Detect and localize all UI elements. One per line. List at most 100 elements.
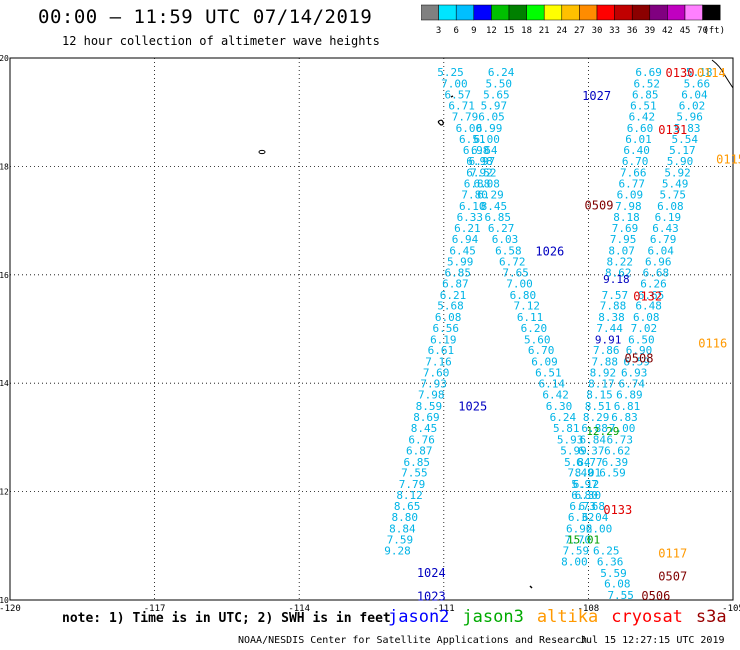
wave-height-value: 5.83 xyxy=(674,122,701,135)
wave-height-value: 5.49 xyxy=(662,178,689,191)
wave-height-value: 5.17 xyxy=(669,144,696,157)
wave-height-value: 7.00 xyxy=(506,277,533,290)
y-tick-label: 12 xyxy=(0,488,9,497)
plot-frame xyxy=(9,57,734,601)
wave-height-value: 5.97 xyxy=(481,100,508,113)
wave-height-value: 7.60 xyxy=(423,366,450,379)
wave-height-value: 5.60 xyxy=(524,333,551,346)
wave-height-value: 6.33 xyxy=(457,211,484,224)
wave-height-value: 5.84 xyxy=(564,456,591,469)
wave-height-value: 9.91 xyxy=(595,333,622,346)
wave-height-value: 6.27 xyxy=(488,222,515,235)
wave-height-value: 7.88 xyxy=(592,356,619,369)
wave-height-value: 7.02 xyxy=(631,322,658,335)
wave-height-value: 7.88 xyxy=(600,300,627,313)
wave-height-value: 8.29 xyxy=(583,411,610,424)
wave-height-value: 7.44 xyxy=(596,322,623,335)
wave-height-value: 8.18 xyxy=(613,211,640,224)
wave-height-value: 6.04 xyxy=(681,88,708,101)
wave-height-value: 6.12 xyxy=(573,478,600,491)
colorbar-tick-label: 9 xyxy=(471,26,476,36)
wave-height-value: 8.69 xyxy=(413,411,440,424)
wave-height-value: 5.18 xyxy=(686,66,713,79)
wave-height-value: 5.90 xyxy=(667,155,694,168)
wave-height-value: 7.65 xyxy=(502,267,529,280)
pass-time-label: 0507 xyxy=(658,570,687,584)
wave-height-value: 6.80 xyxy=(571,489,598,502)
units-note: note: 1) Time is in UTC; 2) SWH is in fe… xyxy=(62,611,391,626)
wave-height-value: 9.18 xyxy=(603,273,630,286)
pass-time-label: 0116 xyxy=(698,337,727,351)
wave-height-value: 6.74 xyxy=(619,378,646,391)
colorbar-tick-label: 6 xyxy=(453,26,458,36)
wave-height-value: 6.52 xyxy=(633,77,660,90)
wave-height-value: 7.59 xyxy=(387,533,414,546)
wave-height-value: 6.03 xyxy=(492,233,519,246)
wave-height-value: 6.30 xyxy=(546,400,573,413)
wave-height-value: 6.72 xyxy=(499,255,526,268)
coastline-shape xyxy=(711,59,734,89)
wave-height-value: 7.57 xyxy=(602,289,629,302)
wave-height-value: 7.55 xyxy=(607,589,634,602)
chart-subtitle: 12 hour collection of altimeter wave hei… xyxy=(62,34,380,48)
wave-height-value: 6.90 xyxy=(626,344,653,357)
wave-height-value: 7.55 xyxy=(401,467,428,480)
island-shape xyxy=(450,95,454,98)
wave-height-value: 8.51 xyxy=(585,400,612,413)
wave-height-value: 7.98 xyxy=(615,200,642,213)
wave-height-value: 6.97 xyxy=(469,155,496,168)
wave-height-value: 6.24 xyxy=(550,411,577,424)
wave-height-value: 6.56 xyxy=(432,322,459,335)
wave-height-value: 7.66 xyxy=(620,166,647,179)
wave-height-value: 6.14 xyxy=(539,378,566,391)
wave-height-value: 6.92 xyxy=(466,166,493,179)
wave-height-value: 6.85 xyxy=(485,211,512,224)
wave-height-value: 6.85 xyxy=(404,456,431,469)
wave-height-value: 8.17 xyxy=(588,378,615,391)
wave-height-value: 6.51 xyxy=(459,133,486,146)
wave-height-value: 8.45 xyxy=(481,200,508,213)
chart-title: 00:00 – 11:59 UTC 07/14/2019 xyxy=(38,6,373,28)
pass-time-label: 1026 xyxy=(535,244,564,258)
wave-height-value: 6.81 xyxy=(614,400,641,413)
wave-height-value: 6.50 xyxy=(628,333,655,346)
colorbar-tick-label: 70 xyxy=(697,26,708,36)
wave-height-value: 6.24 xyxy=(488,66,515,79)
wave-height-value: 6.11 xyxy=(517,311,544,324)
wave-height-value: 6.98 xyxy=(466,155,493,168)
wave-height-value: 8.00 xyxy=(561,556,588,569)
wave-height-value: 5.93 xyxy=(557,434,584,447)
wave-height-value: 6.32 xyxy=(568,511,595,524)
wave-height-value: 5.59 xyxy=(600,567,627,580)
colorbar-tick-label: 30 xyxy=(592,26,603,36)
colorbar-tick-label: 45 xyxy=(680,26,691,36)
wave-height-value: 6.93 xyxy=(621,366,648,379)
wave-height-value: 6.60 xyxy=(627,122,654,135)
wave-height-value: 6.43 xyxy=(652,222,679,235)
colorbar-tick-label: 33 xyxy=(609,26,620,36)
wave-height-value: 8.38 xyxy=(598,311,625,324)
wave-height-value: 6.85 xyxy=(632,88,659,101)
wave-height-value: 5.81 xyxy=(553,422,580,435)
wave-height-value: 8.07 xyxy=(608,244,635,257)
wave-height-value: 6.00 xyxy=(586,522,613,535)
wave-height-value: 6.68 xyxy=(643,267,670,280)
wave-height-value: 7.00 xyxy=(441,77,468,90)
wave-height-value: 6.83 xyxy=(611,411,638,424)
wave-height-value: 6.92 xyxy=(566,522,593,535)
pass-time-label: 0133 xyxy=(603,503,632,517)
colorbar-tick-label: 42 xyxy=(662,26,673,36)
x-tick-label: -105 xyxy=(722,604,740,614)
wave-height-value: 6.40 xyxy=(623,144,650,157)
x-tick-label: -114 xyxy=(288,604,310,614)
colorbar-tick-label: 39 xyxy=(644,26,655,36)
y-tick-label: 18 xyxy=(0,162,9,171)
wave-height-value: 6.79 xyxy=(650,233,677,246)
wave-height-value: 6.76 xyxy=(408,434,435,447)
wave-height-value: 6.71 xyxy=(448,100,475,113)
wave-height-value: 5.97 xyxy=(571,478,598,491)
pass-time-label: 0508 xyxy=(625,352,654,366)
colorbar-tick-label: 21 xyxy=(539,26,550,36)
pass-time-label: 0506 xyxy=(641,589,670,603)
wave-height-value: 6.88 xyxy=(464,178,491,191)
